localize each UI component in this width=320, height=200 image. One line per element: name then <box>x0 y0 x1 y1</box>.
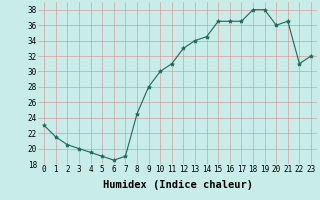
X-axis label: Humidex (Indice chaleur): Humidex (Indice chaleur) <box>103 180 252 190</box>
